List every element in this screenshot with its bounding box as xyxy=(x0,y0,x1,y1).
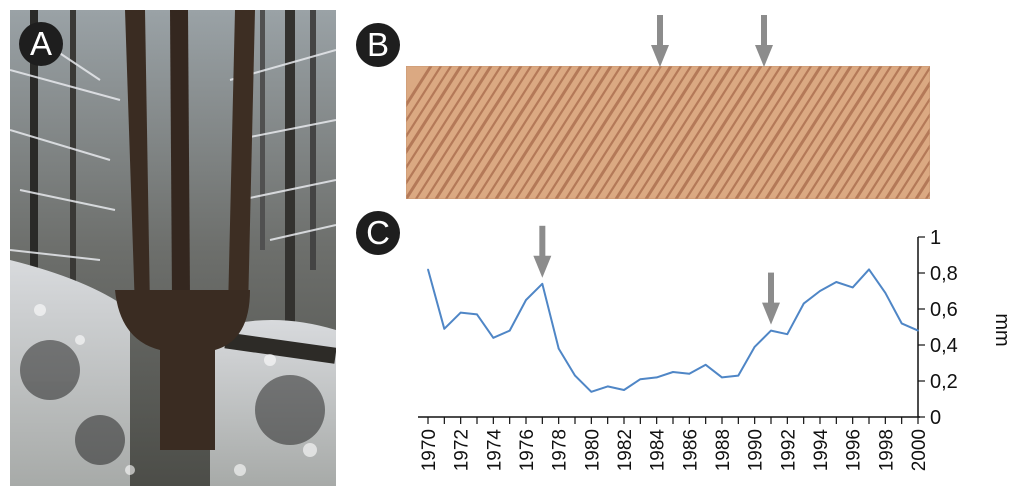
data-point xyxy=(851,286,854,289)
data-point xyxy=(819,290,821,292)
data-point xyxy=(704,364,707,366)
data-point xyxy=(639,378,642,380)
ring-width-line-chart: 1970 1972 1974 1976 1978 1980 1982 1984 1986 1988… xyxy=(418,225,1009,472)
y-tick-label: 1 xyxy=(930,227,941,249)
data-point xyxy=(606,385,609,388)
data-point xyxy=(492,337,495,339)
y-tick-label: 0,2 xyxy=(930,371,958,393)
data-point xyxy=(459,311,462,314)
x-tick-label: 1974 xyxy=(484,429,505,472)
x-tick-label: 1972 xyxy=(452,429,473,471)
x-tick-label: 1984 xyxy=(648,429,669,472)
x-tick-label: 1996 xyxy=(844,429,865,471)
y-tick-label: 0,6 xyxy=(930,299,958,321)
x-tick-label: 1982 xyxy=(615,429,636,471)
x-tick-label: 1998 xyxy=(876,429,897,471)
y-tick-label: 0,8 xyxy=(930,263,958,285)
data-point xyxy=(721,376,723,379)
data-point xyxy=(574,374,576,377)
data-point xyxy=(835,281,838,283)
data-point xyxy=(688,373,691,375)
data-point xyxy=(802,302,805,305)
data-point xyxy=(443,328,446,330)
x-tick-label: 1986 xyxy=(680,429,701,471)
data-point xyxy=(590,391,593,393)
series-line xyxy=(427,268,919,393)
panel-label-b: B xyxy=(356,23,400,67)
x-tick-label: 1970 xyxy=(419,429,440,471)
down-arrow-icon xyxy=(651,15,669,67)
data-point xyxy=(884,292,887,294)
x-tick-label: 1988 xyxy=(713,429,734,471)
x-tick-label: 1980 xyxy=(582,429,603,471)
x-tick-label: 1992 xyxy=(778,429,799,471)
panel-label-a: A xyxy=(19,22,63,66)
data-point xyxy=(770,329,772,332)
y-axis-label: mm xyxy=(991,313,1009,346)
down-arrow-icon xyxy=(762,272,780,325)
x-tick-label: 1990 xyxy=(746,429,767,471)
down-arrow-icon xyxy=(755,15,773,67)
y-tick-label: 0,4 xyxy=(930,335,958,357)
y-tick-label: 0 xyxy=(930,407,941,429)
data-point xyxy=(557,347,560,350)
data-point xyxy=(753,346,756,348)
data-point xyxy=(541,283,544,285)
panel-label-c: C xyxy=(356,211,400,255)
data-point xyxy=(655,376,658,379)
data-point xyxy=(737,374,740,377)
forest-tree-photo xyxy=(10,10,336,486)
data-point xyxy=(917,329,919,332)
down-arrow-icon xyxy=(533,225,552,278)
tree-ring-image xyxy=(406,66,930,199)
data-point xyxy=(672,371,674,373)
data-point xyxy=(427,268,429,271)
data-point xyxy=(623,389,625,391)
data-point xyxy=(900,322,903,325)
data-point xyxy=(476,313,478,316)
x-tick-label: 1978 xyxy=(550,429,571,471)
data-point xyxy=(525,299,527,301)
data-point xyxy=(786,333,789,335)
x-tick-label: 1976 xyxy=(517,429,538,471)
x-tick-label: 1994 xyxy=(811,429,832,472)
data-point xyxy=(868,268,870,271)
x-tick-label: 2000 xyxy=(909,429,930,471)
data-point xyxy=(508,329,511,332)
